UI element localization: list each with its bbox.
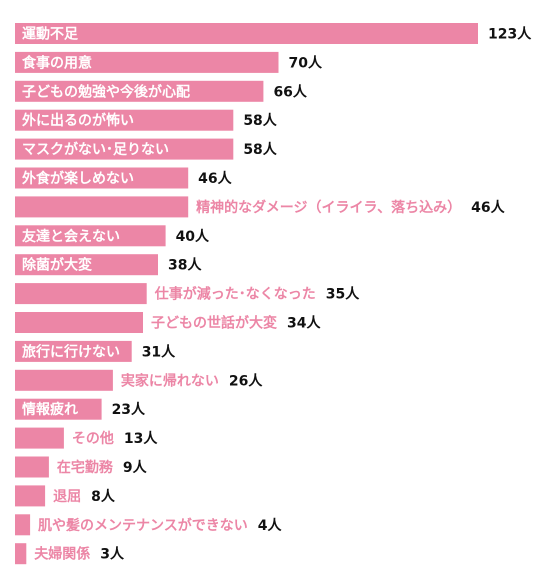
category-label-13: 実家に帰れない <box>121 372 219 389</box>
category-label-7: 精神的なダメージ（イライラ、落ち込み） <box>196 199 461 216</box>
bar-19 <box>15 543 27 565</box>
bar-6 <box>15 167 189 189</box>
value-label-4: 58人 <box>243 112 277 129</box>
value-label-9: 38人 <box>168 257 202 274</box>
value-label-3: 66人 <box>273 83 307 100</box>
value-label-7: 46人 <box>471 199 505 216</box>
value-label-5: 58人 <box>243 141 277 158</box>
value-label-16: 9人 <box>123 459 148 476</box>
category-label-17: 退屈 <box>53 489 81 505</box>
bar-4 <box>15 109 234 131</box>
bar-3 <box>15 80 264 102</box>
value-label-6: 46人 <box>198 170 232 187</box>
category-label-2: 食事の用意 <box>22 54 92 71</box>
category-label-18: 肌や髪のメンテナンスができない <box>38 517 248 534</box>
bar-1 <box>15 23 478 44</box>
category-label-6: 外食が楽しめない <box>22 170 134 187</box>
value-label-14: 23人 <box>112 401 146 418</box>
value-label-10: 35人 <box>326 286 360 303</box>
value-label-13: 26人 <box>229 372 263 389</box>
value-label-1: 123人 <box>488 26 532 43</box>
category-label-14: 情報疲れ <box>22 401 78 418</box>
category-label-4: 外に出るのが怖い <box>22 112 134 129</box>
category-label-5: マスクがない･足りない <box>22 141 169 158</box>
bar-14 <box>15 398 102 420</box>
bar-7 <box>15 196 189 218</box>
category-label-12: 旅行に行けない <box>22 343 120 360</box>
bar-10 <box>15 283 147 305</box>
value-label-8: 40人 <box>176 228 210 245</box>
category-label-1: 運動不足 <box>22 26 79 43</box>
value-label-18: 4人 <box>258 517 283 534</box>
value-label-15: 13人 <box>124 430 158 447</box>
bar-5 <box>15 138 234 160</box>
value-label-17: 8人 <box>91 488 116 505</box>
category-label-3: 子どもの勉強や今後が心配 <box>22 83 190 100</box>
bar-9 <box>15 254 158 276</box>
category-label-15: その他 <box>72 430 114 447</box>
value-label-12: 31人 <box>142 343 176 360</box>
value-label-2: 70人 <box>288 54 322 71</box>
category-label-19: 夫婦関係 <box>34 546 90 563</box>
bar-13 <box>15 369 113 391</box>
category-label-9: 除菌が大変 <box>22 257 92 274</box>
bar-12 <box>15 340 132 362</box>
bar-16 <box>15 456 49 478</box>
value-label-19: 3人 <box>100 546 125 563</box>
bar-8 <box>15 225 166 247</box>
bar-17 <box>15 485 46 507</box>
bar-18 <box>15 514 31 536</box>
value-label-11: 34人 <box>287 315 321 332</box>
bar-2 <box>15 51 279 73</box>
category-label-10: 仕事が減った･なくなった <box>154 286 316 303</box>
bar-11 <box>15 312 143 333</box>
category-label-16: 在宅勤務 <box>57 459 114 476</box>
category-label-8: 友達と会えない <box>22 228 120 245</box>
category-label-11: 子どもの世話が大変 <box>151 315 277 332</box>
bar-15 <box>15 427 64 449</box>
